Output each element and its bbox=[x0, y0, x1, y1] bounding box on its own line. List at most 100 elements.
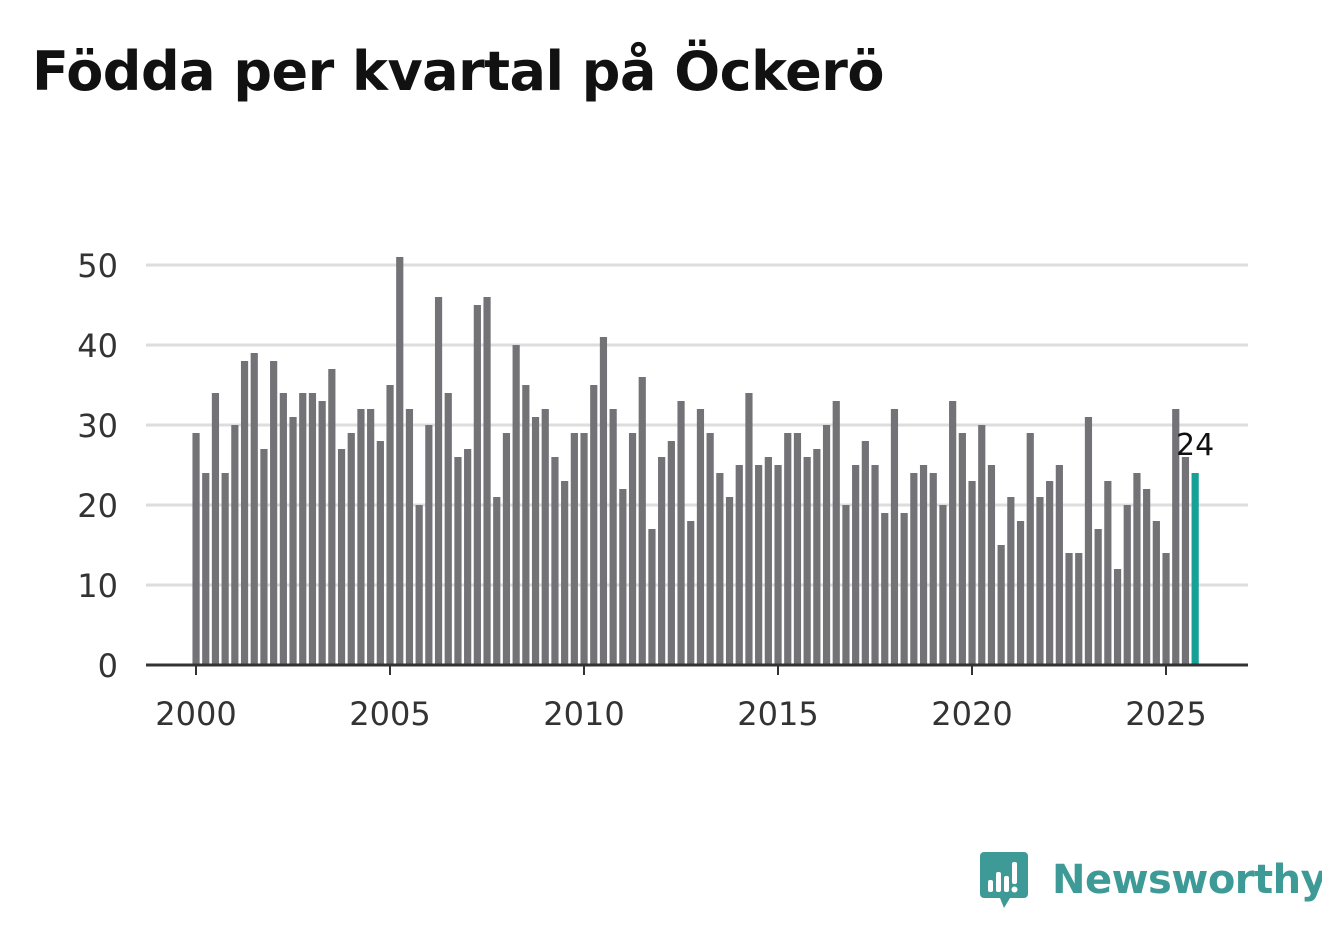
bar bbox=[561, 481, 569, 665]
bar bbox=[1143, 489, 1151, 665]
bar bbox=[725, 497, 734, 665]
bar bbox=[628, 433, 637, 665]
bar bbox=[949, 401, 957, 665]
chart-title: Födda per kvartal på Öckerö bbox=[32, 40, 884, 103]
bar bbox=[396, 257, 404, 665]
bar bbox=[1075, 553, 1083, 665]
y-tick-label: 40 bbox=[77, 327, 118, 365]
bar bbox=[599, 337, 608, 665]
bar bbox=[619, 489, 627, 665]
bar bbox=[1094, 529, 1102, 665]
bar bbox=[803, 457, 811, 665]
bar bbox=[240, 361, 249, 665]
highlight-value-label: 24 bbox=[1176, 428, 1214, 463]
bar bbox=[531, 417, 540, 665]
bar bbox=[822, 425, 831, 665]
bar bbox=[706, 433, 714, 665]
bar bbox=[328, 369, 336, 665]
bar bbox=[900, 513, 908, 665]
bar bbox=[1104, 481, 1112, 665]
bar bbox=[997, 545, 1005, 665]
bar bbox=[318, 401, 326, 665]
bar bbox=[1172, 409, 1180, 665]
bar bbox=[473, 305, 481, 665]
bar bbox=[667, 441, 675, 665]
y-tick-label: 30 bbox=[77, 407, 118, 445]
bar bbox=[260, 449, 268, 665]
bar bbox=[813, 449, 821, 665]
bar bbox=[502, 433, 511, 665]
bar bbox=[978, 425, 986, 665]
bar bbox=[987, 465, 996, 665]
bar bbox=[202, 473, 210, 665]
bar-highlight bbox=[1191, 473, 1199, 665]
y-tick-label: 10 bbox=[77, 567, 118, 605]
bar bbox=[425, 425, 433, 665]
bar bbox=[648, 529, 656, 665]
bar bbox=[289, 417, 297, 665]
bar bbox=[958, 433, 966, 665]
bar bbox=[376, 441, 384, 665]
bars bbox=[192, 257, 1199, 665]
bar bbox=[1055, 465, 1063, 665]
bar bbox=[551, 457, 559, 665]
bar bbox=[250, 353, 258, 665]
bar bbox=[1133, 473, 1141, 665]
bar bbox=[231, 425, 239, 665]
bar bbox=[347, 433, 355, 665]
bar bbox=[609, 409, 617, 665]
bar bbox=[793, 433, 802, 665]
bar bbox=[910, 473, 918, 665]
bar bbox=[367, 409, 375, 665]
bar bbox=[386, 385, 394, 665]
bar bbox=[1007, 497, 1015, 665]
bar bbox=[279, 393, 287, 665]
x-tick-label: 2005 bbox=[349, 695, 430, 733]
x-tick-label: 2000 bbox=[155, 695, 236, 733]
bar bbox=[337, 449, 346, 665]
bar bbox=[871, 465, 879, 665]
bar bbox=[1046, 481, 1054, 665]
bar bbox=[434, 297, 443, 665]
bar bbox=[1162, 553, 1170, 665]
bar bbox=[832, 401, 840, 665]
labels: 0 10 20 30 40 50 24 2000 2005 2010 2015 2020 2025 bbox=[77, 247, 1214, 733]
x-tick-label: 2015 bbox=[737, 695, 818, 733]
bar bbox=[764, 457, 772, 665]
bar bbox=[677, 401, 685, 665]
bar bbox=[919, 465, 928, 665]
bar bbox=[270, 361, 278, 665]
bar bbox=[454, 457, 462, 665]
x-tick-label: 2010 bbox=[543, 695, 624, 733]
bar bbox=[405, 409, 414, 665]
bar bbox=[881, 513, 889, 665]
bar bbox=[357, 409, 365, 665]
bar bbox=[755, 465, 763, 665]
bar bbox=[968, 481, 976, 665]
bar bbox=[890, 409, 899, 665]
bar bbox=[483, 297, 491, 665]
bar bbox=[590, 385, 598, 665]
bar bbox=[444, 393, 452, 665]
axes bbox=[146, 663, 1248, 675]
bar bbox=[658, 457, 666, 665]
bar bbox=[221, 473, 229, 665]
bar bbox=[299, 393, 307, 665]
bar bbox=[1026, 433, 1034, 665]
bar bbox=[939, 505, 947, 665]
bar-chart-speech-bubble-icon bbox=[980, 852, 1028, 908]
bar bbox=[842, 505, 850, 665]
bar bbox=[1113, 569, 1122, 665]
x-tick-label: 2020 bbox=[931, 695, 1012, 733]
brand-name: Newsworthy bbox=[1052, 857, 1322, 903]
bar bbox=[541, 409, 549, 665]
bar bbox=[570, 433, 578, 665]
bar bbox=[745, 393, 753, 665]
bar bbox=[735, 465, 743, 665]
bar bbox=[493, 497, 501, 665]
bar bbox=[638, 377, 646, 665]
bar bbox=[1084, 417, 1093, 665]
x-tick-label: 2025 bbox=[1125, 695, 1206, 733]
bar bbox=[1016, 521, 1025, 665]
